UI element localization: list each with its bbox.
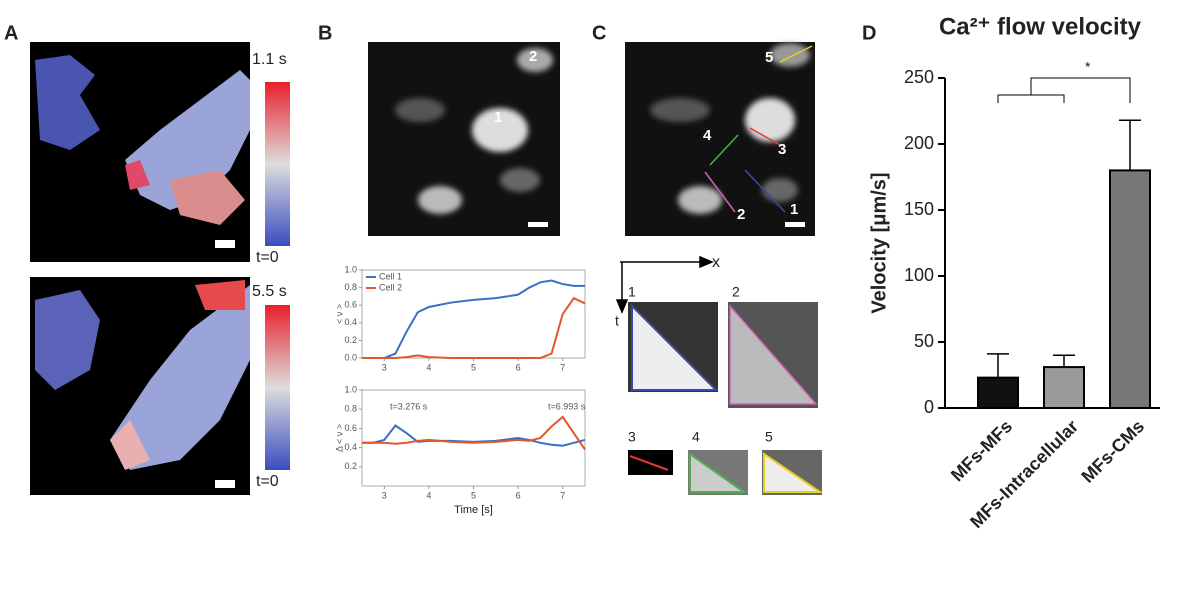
y-tick-label: 0	[924, 397, 934, 417]
activation-map	[30, 277, 250, 495]
colorbar	[265, 82, 290, 246]
axis-diagram-label: t	[615, 313, 619, 329]
y-tick-label: 0.0	[344, 352, 357, 362]
kymograph-label: 3	[628, 429, 636, 445]
y-tick-label: 0.6	[344, 423, 357, 433]
bar	[977, 376, 1019, 410]
y-tick-label: 1.0	[344, 264, 357, 274]
kymograph-label: 5	[765, 429, 773, 445]
y-tick-label: 0.6	[344, 300, 357, 310]
x-tick-label: 5	[471, 362, 476, 372]
kymograph-label: 2	[732, 284, 740, 300]
annotation: t=3.276 s	[390, 401, 428, 411]
y-tick-label: 0.8	[344, 282, 357, 292]
y-tick-label: 250	[904, 67, 934, 87]
x-tick-label: 5	[471, 490, 476, 500]
y-axis-label: Velocity [μm/s]	[868, 172, 890, 313]
y-tick-label: 0.4	[344, 442, 357, 452]
chart-title: Ca²⁺ flow velocity	[939, 13, 1142, 40]
data-line	[362, 415, 586, 451]
x-tick-label: 6	[516, 490, 521, 500]
y-tick-label: 0.4	[344, 317, 357, 327]
y-tick-label: 100	[904, 265, 934, 285]
error-bar	[1119, 119, 1141, 171]
annotation: *	[1085, 59, 1091, 75]
y-tick-label: 0.2	[344, 461, 357, 471]
x-tick-label: 4	[426, 490, 431, 500]
line-number: 5	[765, 49, 773, 66]
plot-area	[361, 269, 586, 359]
panel-label: D	[862, 22, 876, 44]
kymograph-label: 1	[628, 284, 636, 300]
legend-label: Cell 2	[379, 282, 402, 292]
bar	[1109, 169, 1151, 409]
legend-label: Cell 1	[379, 271, 402, 281]
data-line	[362, 296, 586, 359]
colorbar-label: t=0	[256, 249, 279, 266]
x-tick-label: MFs-CMs	[1077, 416, 1148, 487]
cell-number: 2	[529, 48, 537, 65]
x-tick-label: 4	[426, 362, 431, 372]
y-tick-label: 150	[904, 199, 934, 219]
line-number: 3	[778, 141, 786, 158]
line-number: 4	[703, 127, 712, 144]
activation-map	[30, 42, 250, 262]
data-line	[362, 279, 585, 359]
plot-area	[361, 389, 586, 487]
error-bar	[987, 353, 1009, 378]
x-tick-label: 3	[382, 490, 387, 500]
y-tick-label: 0.8	[344, 404, 357, 414]
x-tick-label: 6	[516, 362, 521, 372]
kymographs	[628, 302, 824, 495]
y-tick-label: 50	[914, 331, 934, 351]
panel-label: B	[318, 22, 332, 44]
significance-bracket	[997, 77, 1131, 103]
error-bar	[1053, 354, 1075, 368]
colorbar-label: 1.1 s	[252, 51, 287, 68]
y-tick-label: 0.2	[344, 335, 357, 345]
microscopy-image	[368, 42, 560, 236]
x-tick-label: 3	[382, 362, 387, 372]
line-number: 1	[790, 201, 798, 218]
line-number: 2	[737, 206, 745, 223]
panel-label: A	[4, 22, 18, 44]
kymograph-label: 4	[692, 429, 700, 445]
bar	[1043, 366, 1085, 409]
y-axis-label: Δ < ν >	[334, 424, 344, 452]
annotation: t=6.993 s	[548, 401, 586, 411]
panel-label: C	[592, 22, 606, 44]
cell-number: 1	[494, 109, 502, 126]
y-tick-label: 1.0	[344, 384, 357, 394]
microscopy-image	[625, 42, 815, 236]
y-tick-label: 200	[904, 133, 934, 153]
y-axis-label: < ν >	[334, 304, 344, 324]
colorbar-label: 5.5 s	[252, 283, 287, 300]
x-tick-label: 7	[560, 490, 565, 500]
axis-diagram	[615, 255, 714, 314]
x-tick-label: 7	[560, 362, 565, 372]
colorbar-label: t=0	[256, 473, 279, 490]
colorbar	[265, 305, 290, 470]
x-tick-label: MFs-MFs	[947, 416, 1016, 485]
axis-diagram-label: x	[712, 254, 720, 271]
x-axis-label: Time [s]	[454, 504, 493, 516]
